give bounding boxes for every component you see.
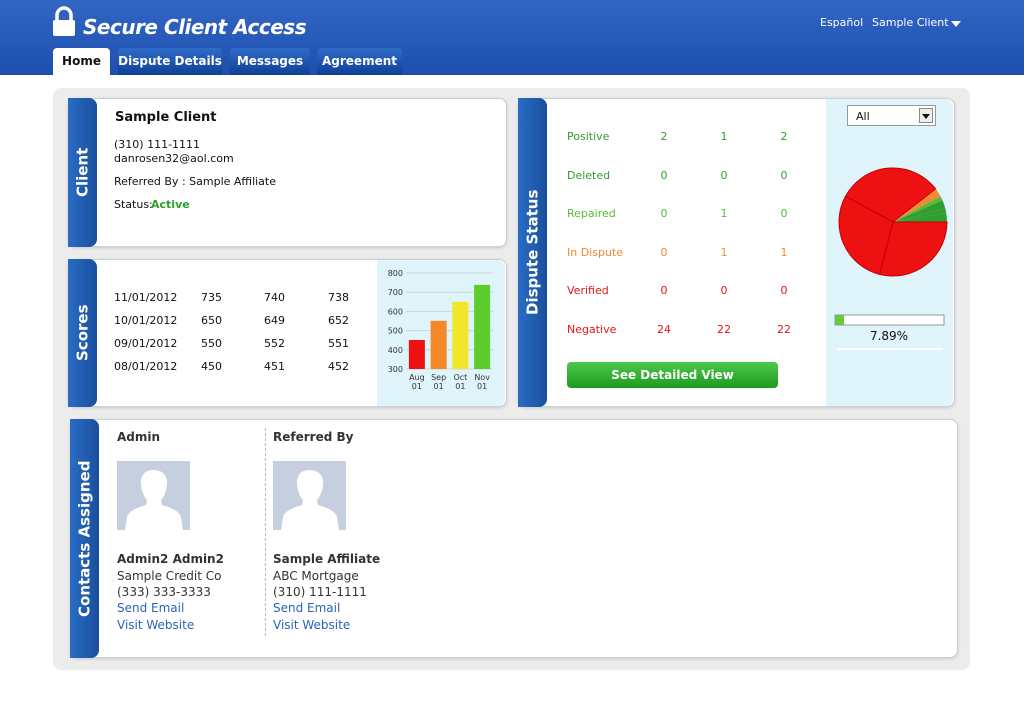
x-tick-label: Sep 01 [431,373,447,391]
score-value: 650 [201,314,222,327]
status-count: 1 [720,245,728,259]
status-count: 0 [660,284,668,298]
score-value: 452 [328,360,349,373]
client-email: danrosen32@aol.com [114,152,234,165]
section-heading: Dispute Status [518,98,547,407]
detail-button[interactable]: See Detailed View [567,362,778,388]
app-title: Secure Client Access [83,15,307,39]
score-value: 450 [201,360,222,373]
status-count: 22 [777,323,791,336]
website-link[interactable]: Visit Website [273,618,351,632]
contact-name: Sample Affiliate [273,552,381,566]
pie-panel [826,99,953,406]
score-value: 652 [328,314,349,327]
score-value: 649 [264,314,285,327]
contact-phone: (310) 111-1111 [273,585,367,599]
score-value: 740 [264,291,285,304]
client-status: Active [151,198,190,211]
divider [265,428,266,636]
contact-company: ABC Mortgage [273,569,359,583]
status-label: Positive [567,130,610,143]
language-link[interactable]: Español [820,16,864,29]
status-count: 1 [720,207,728,221]
email-link[interactable]: Send Email [117,601,185,615]
tab[interactable]: Messages [230,48,310,75]
section-heading: Contacts Assigned [70,419,99,658]
filter-dropdown[interactable]: All [847,105,936,126]
status-count: 2 [660,130,668,143]
client-referrer: Referred By : Sample Affiliate [114,175,277,188]
status-count: 0 [660,168,668,182]
status-count: 0 [720,168,728,182]
status-count: 0 [660,245,668,259]
contact-name: Admin2 Admin2 [117,552,224,566]
score-value: 735 [201,291,222,304]
tab[interactable]: Agreement [317,48,402,75]
email-link[interactable]: Send Email [273,601,341,615]
status-count: 24 [657,323,671,336]
website-link[interactable]: Visit Website [117,618,195,632]
section-heading: Scores [68,259,97,407]
client-name: Sample Client [115,110,217,125]
contacts-card [70,419,958,658]
score-value: 738 [328,291,349,304]
score-value: 550 [201,337,222,350]
status-count: 0 [660,207,668,221]
contact-company: Sample Credit Co [117,569,222,583]
status-label: Repaired [567,207,616,221]
contact-role: Referred By [273,430,354,444]
score-value: 551 [328,337,349,350]
score-value: 552 [264,337,285,350]
status-label: Verified [567,284,609,298]
score-date: 09/01/2012 [114,337,178,350]
status-label: Negative [567,323,617,336]
score-value: 451 [264,360,285,373]
tab[interactable]: Home [53,48,110,75]
progress-label: 7.89% [869,329,909,343]
dropdown-arrow[interactable] [919,108,933,123]
score-date: 08/01/2012 [114,360,178,373]
x-tick-label: Oct 01 [453,373,468,391]
status-count: 0 [780,168,788,182]
x-tick-label: Nov 01 [474,373,490,391]
client-card [68,98,507,247]
section-heading: Client [68,98,97,247]
status-count: 0 [720,284,728,298]
contact-role: Admin [117,430,161,444]
status-label: Status: [114,198,153,211]
status-label: In Dispute [567,245,624,259]
status-label: Deleted [567,168,611,182]
score-date: 11/01/2012 [114,291,178,304]
score-date: 10/01/2012 [114,314,178,327]
status-count: 1 [720,130,728,143]
contact-phone: (333) 333-3333 [117,585,211,599]
status-count: 0 [780,207,788,221]
user-menu[interactable]: Sample Client [872,16,949,29]
status-count: 1 [780,245,788,259]
status-count: 0 [780,284,788,298]
client-phone: (310) 111-1111 [114,138,201,151]
status-count: 2 [780,130,788,143]
x-tick-label: Aug 01 [409,373,425,391]
tab[interactable]: Dispute Details [118,48,222,75]
status-count: 22 [717,323,731,336]
